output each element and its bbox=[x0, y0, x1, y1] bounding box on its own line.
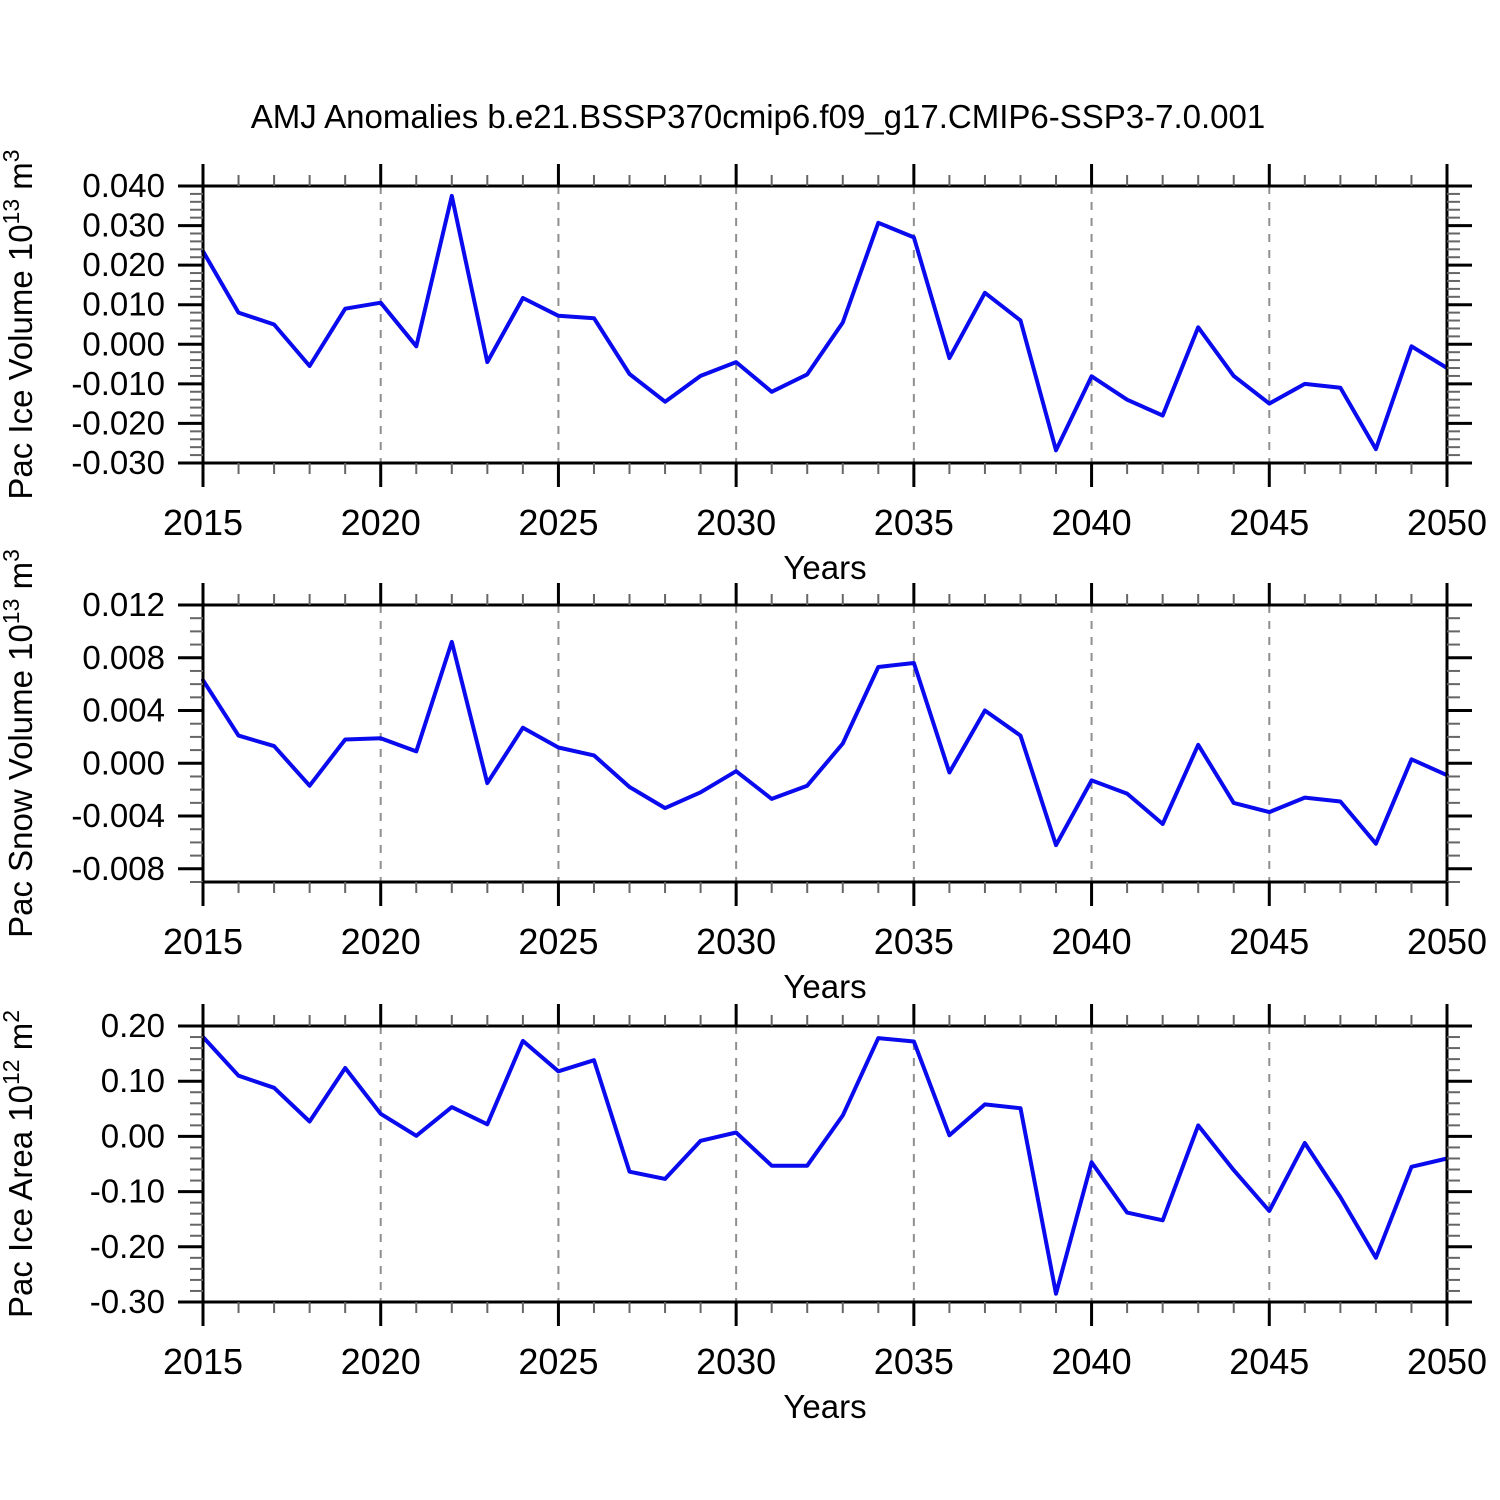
y-tick-label: -0.030 bbox=[71, 444, 165, 481]
x-tick-label: 2050 bbox=[1407, 921, 1487, 962]
y-tick-label: 0.012 bbox=[82, 586, 165, 623]
x-tick-label: 2030 bbox=[696, 1341, 776, 1382]
x-tick-label: 2020 bbox=[341, 921, 421, 962]
x-tick-label: 2015 bbox=[163, 502, 243, 543]
chart-3-border bbox=[201, 1024, 1449, 1304]
y-tick-label: 0.20 bbox=[101, 1007, 165, 1044]
x-tick-label: 2020 bbox=[341, 502, 421, 543]
chart-3: 0.20 0.10 0.00 -0.10 -0.20 -0.30 2015 2020 2025 2… bbox=[0, 1004, 1487, 1425]
x-tick-label: 2035 bbox=[874, 921, 954, 962]
y-tick-label: -0.010 bbox=[71, 365, 165, 402]
x-tick-label: 2045 bbox=[1229, 1341, 1309, 1382]
chart-1-border bbox=[201, 184, 1449, 465]
y-tick-label: -0.10 bbox=[90, 1173, 165, 1210]
y-tick-label: 0.000 bbox=[82, 325, 165, 362]
chart-2-y-axis-title: Pac Snow Volume 1013 m3 bbox=[0, 549, 39, 938]
y-tick-label: -0.20 bbox=[90, 1228, 165, 1265]
chart-2-x-axis-title: Years bbox=[783, 968, 866, 1005]
y-tick-label: 0.040 bbox=[82, 167, 165, 204]
x-tick-label: 2015 bbox=[163, 921, 243, 962]
chart-1-y-axis-title: Pac Ice Volume 1013 m3 bbox=[0, 149, 39, 499]
x-tick-label: 2030 bbox=[696, 502, 776, 543]
y-tick-label: 0.10 bbox=[101, 1062, 165, 1099]
y-tick-label: 0.008 bbox=[82, 639, 165, 676]
y-tick-label: -0.30 bbox=[90, 1283, 165, 1320]
chart-3-x-axis-title: Years bbox=[783, 1388, 866, 1425]
y-tick-label: -0.020 bbox=[71, 404, 165, 441]
chart-2-border bbox=[201, 603, 1449, 884]
y-tick-label: 0.010 bbox=[82, 286, 165, 323]
x-tick-label: 2045 bbox=[1229, 921, 1309, 962]
x-tick-label: 2025 bbox=[518, 921, 598, 962]
x-tick-label: 2050 bbox=[1407, 1341, 1487, 1382]
y-tick-label: 0.020 bbox=[82, 246, 165, 283]
chart-1-x-axis-title: Years bbox=[783, 549, 866, 586]
x-tick-label: 2040 bbox=[1052, 502, 1132, 543]
x-tick-label: 2045 bbox=[1229, 502, 1309, 543]
figure-title: AMJ Anomalies b.e21.BSSP370cmip6.f09_g17… bbox=[250, 98, 1266, 135]
y-tick-label: 0.030 bbox=[82, 207, 165, 244]
x-tick-label: 2035 bbox=[874, 502, 954, 543]
x-tick-label: 2015 bbox=[163, 1341, 243, 1382]
y-tick-label: 0.004 bbox=[82, 692, 165, 729]
chart-2: 0.012 0.008 0.004 0.000 -0.004 -0.008 2015 2020… bbox=[0, 549, 1487, 1005]
x-tick-label: 2025 bbox=[518, 502, 598, 543]
chart-3-y-axis-title: Pac Ice Area 1012 m2 bbox=[0, 1010, 39, 1318]
chart-2-series-line bbox=[201, 639, 1449, 848]
y-tick-label: 0.00 bbox=[101, 1117, 165, 1154]
x-tick-label: 2025 bbox=[518, 1341, 598, 1382]
x-tick-label: 2035 bbox=[874, 1341, 954, 1382]
chart-1-series-line bbox=[201, 193, 1449, 453]
y-tick-label: -0.008 bbox=[71, 850, 165, 887]
y-tick-label: 0.000 bbox=[82, 744, 165, 781]
chart-1: 0.0400.0300.0200.0100.000-0.010-0.020-0.… bbox=[0, 149, 1487, 586]
x-tick-label: 2030 bbox=[696, 921, 776, 962]
x-tick-label: 2020 bbox=[341, 1341, 421, 1382]
x-tick-label: 2040 bbox=[1052, 921, 1132, 962]
y-tick-label: -0.004 bbox=[71, 797, 165, 834]
chart-3-series-line bbox=[201, 1035, 1449, 1296]
x-tick-label: 2040 bbox=[1052, 1341, 1132, 1382]
x-tick-label: 2050 bbox=[1407, 502, 1487, 543]
